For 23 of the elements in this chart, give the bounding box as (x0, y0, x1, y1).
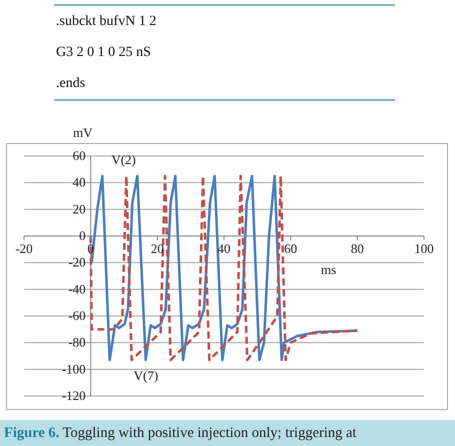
x-tick-label: 60 (284, 241, 298, 256)
x-axis-title: ms (321, 262, 336, 278)
x-tick-label: 20 (150, 241, 164, 256)
series-label: V(2) (111, 152, 136, 167)
text: .ends (56, 76, 86, 92)
y-tick-label: -80 (68, 334, 86, 350)
x-tick-label: 100 (414, 241, 434, 256)
x-tick-label: 80 (350, 241, 364, 256)
y-tick-label: 40 (72, 174, 86, 190)
y-tick-label: 60 (72, 148, 86, 163)
y-tick-label: 0 (79, 228, 86, 243)
y-tick-label: -60 (68, 308, 86, 323)
y-axis-title: mV (73, 125, 92, 141)
y-tick-label: -20 (68, 254, 86, 270)
text: .subckt bufvN 1 2 (56, 14, 156, 30)
y-tick-label: -40 (68, 281, 86, 296)
y-tick-label: -120 (62, 388, 86, 403)
text: G3 2 0 1 0 25 nS (56, 45, 151, 61)
series-label: V(7) (134, 368, 158, 383)
y-tick-label: -100 (62, 361, 86, 376)
y-tick-label: 20 (72, 201, 86, 216)
x-tick-label: -20 (15, 241, 33, 256)
caption: Figure 6. Toggling with positive injection only; triggering at (0, 420, 455, 446)
